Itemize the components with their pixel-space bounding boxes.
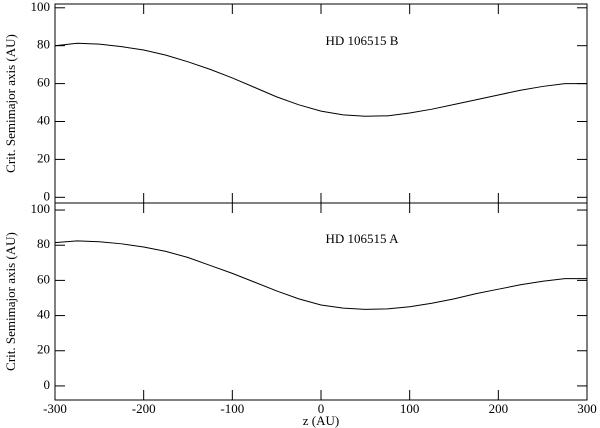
x-tick-label: -100 — [220, 401, 244, 416]
y-tick-label: 80 — [37, 37, 50, 52]
y-tick-label: 80 — [37, 236, 50, 251]
y-tick-label: 40 — [37, 307, 50, 322]
y-tick-label: 40 — [37, 112, 50, 127]
x-tick-label: 0 — [318, 401, 325, 416]
plot-frame — [54, 202, 588, 401]
y-tick-label: 20 — [37, 150, 50, 165]
y-tick-label: 0 — [44, 377, 51, 392]
x-tick-label: 200 — [489, 401, 509, 416]
y-tick-label: 100 — [31, 0, 51, 14]
x-axis-label: z (AU) — [303, 413, 339, 428]
annotation: HD 106515 A — [326, 231, 400, 246]
y-tick-label: 60 — [37, 271, 50, 286]
y-axis-label: Crit. Semimajor axis (AU) — [3, 232, 18, 371]
plot-frame — [54, 3, 588, 204]
x-tick-label: -300 — [43, 401, 67, 416]
y-tick-label: 20 — [37, 342, 50, 357]
data-line — [54, 240, 587, 310]
y-tick-label: 60 — [37, 75, 50, 90]
data-line — [54, 42, 587, 117]
y-tick-label: 100 — [31, 201, 51, 216]
x-tick-label: 300 — [577, 401, 597, 416]
x-tick-label: -200 — [132, 401, 156, 416]
y-axis-label: Crit. Semimajor axis (AU) — [3, 34, 18, 173]
y-tick-label: 0 — [44, 188, 51, 203]
x-tick-label: 100 — [400, 401, 420, 416]
annotation: HD 106515 B — [326, 33, 399, 48]
